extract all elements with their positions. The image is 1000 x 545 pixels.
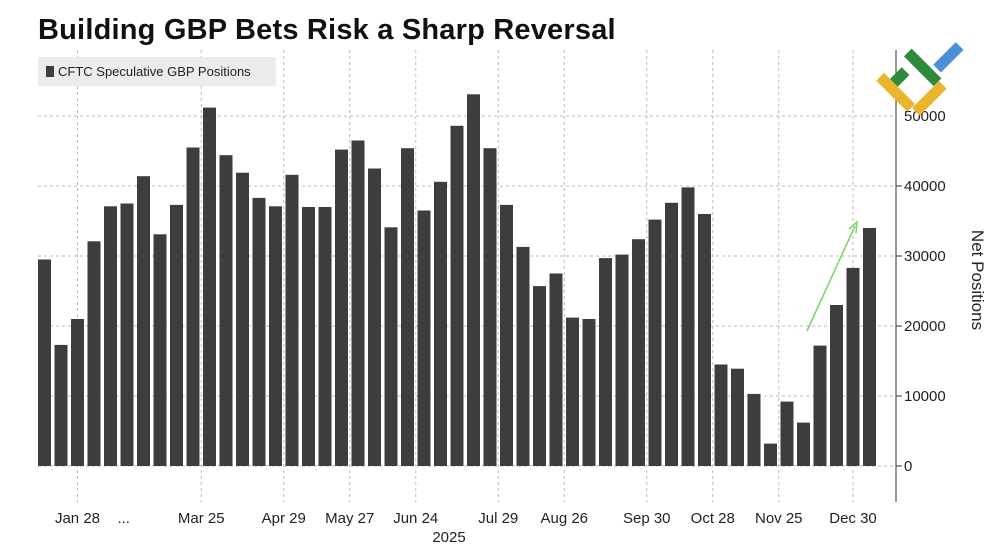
bar bbox=[467, 94, 480, 467]
bar bbox=[368, 168, 381, 466]
legend: CFTC Speculative GBP Positions bbox=[38, 57, 276, 86]
x-tick-label: Apr 29 bbox=[262, 510, 306, 527]
bar bbox=[219, 155, 233, 466]
bar-series bbox=[38, 94, 876, 467]
bar bbox=[846, 267, 860, 466]
bar bbox=[516, 246, 530, 466]
bar bbox=[863, 228, 876, 466]
x-tick-label: Sep 30 bbox=[623, 510, 671, 527]
bar bbox=[236, 172, 249, 466]
bar bbox=[698, 214, 711, 466]
bar bbox=[566, 317, 579, 466]
bar bbox=[500, 204, 513, 466]
y-tick-label: 0 bbox=[904, 458, 912, 475]
bar bbox=[120, 203, 134, 466]
bar bbox=[71, 319, 84, 466]
bar bbox=[483, 148, 497, 466]
y-tick-label-top: 50000 bbox=[904, 108, 946, 125]
bar bbox=[54, 344, 68, 466]
x-tick-label: Jul 29 bbox=[478, 510, 518, 527]
bar bbox=[417, 210, 431, 466]
bar bbox=[648, 219, 662, 466]
bar bbox=[747, 393, 761, 466]
y-axis-label: Net Positions bbox=[968, 230, 987, 330]
bar bbox=[797, 422, 810, 466]
bar bbox=[599, 258, 612, 466]
legend-label: CFTC Speculative GBP Positions bbox=[58, 64, 251, 79]
bar bbox=[549, 273, 563, 466]
bar bbox=[764, 443, 777, 466]
bar bbox=[104, 206, 117, 467]
y-tick-label: 30000 bbox=[904, 248, 946, 265]
bar bbox=[813, 345, 827, 466]
bar bbox=[632, 239, 645, 466]
legend-swatch bbox=[46, 66, 54, 77]
bar bbox=[87, 241, 101, 466]
y-axis: 0 10000 20000 30000 40000 50000 bbox=[895, 50, 946, 502]
trend-arrow-line bbox=[806, 225, 856, 332]
bar bbox=[285, 174, 299, 467]
x-tick-label: Aug 26 bbox=[540, 510, 588, 527]
bar bbox=[302, 207, 315, 466]
x-tick-label: May 27 bbox=[325, 510, 374, 527]
bar bbox=[137, 176, 150, 466]
x-tick-label: Oct 28 bbox=[691, 510, 735, 527]
x-axis: Jan 28... Mar 25 Apr 29 May 27 Jun 24 Jul 29 A… bbox=[55, 510, 877, 527]
bar bbox=[681, 187, 695, 466]
bar bbox=[38, 259, 51, 466]
bar bbox=[780, 401, 794, 466]
bar bbox=[269, 206, 282, 467]
bar bbox=[203, 107, 216, 466]
chart-title: Building GBP Bets Risk a Sharp Reversal bbox=[38, 14, 616, 46]
x-tick-label: Jun 24 bbox=[393, 510, 438, 527]
x-tick-label: Jan 28 bbox=[55, 510, 100, 527]
bar bbox=[450, 125, 464, 467]
bar bbox=[582, 319, 596, 466]
bar bbox=[434, 181, 447, 467]
bar bbox=[153, 234, 167, 466]
bar bbox=[170, 204, 183, 466]
bar bbox=[731, 368, 744, 466]
x-tick-label: Dec 30 bbox=[829, 510, 877, 527]
y-tick-label: 40000 bbox=[904, 178, 946, 195]
bar bbox=[351, 140, 365, 466]
bar bbox=[318, 207, 332, 466]
x-tick-label: ... bbox=[117, 510, 130, 527]
y-tick-label: 20000 bbox=[904, 318, 946, 335]
bar bbox=[186, 147, 200, 466]
bar bbox=[335, 149, 348, 466]
bar bbox=[401, 148, 414, 466]
brand-logo-icon bbox=[876, 42, 964, 116]
bar bbox=[830, 305, 843, 466]
bar bbox=[533, 286, 546, 466]
bar bbox=[714, 364, 728, 466]
bar bbox=[665, 202, 678, 467]
bar bbox=[615, 254, 629, 466]
x-tick-label: Nov 25 bbox=[755, 510, 803, 527]
trend-arrow bbox=[806, 220, 858, 332]
x-axis-label: 2025 bbox=[432, 529, 465, 545]
y-tick-label: 10000 bbox=[904, 388, 946, 405]
bar bbox=[252, 197, 266, 466]
x-tick-label: Mar 25 bbox=[178, 510, 225, 527]
trend-arrow-head bbox=[848, 220, 858, 234]
bar bbox=[384, 227, 398, 466]
legend-box bbox=[38, 57, 276, 86]
